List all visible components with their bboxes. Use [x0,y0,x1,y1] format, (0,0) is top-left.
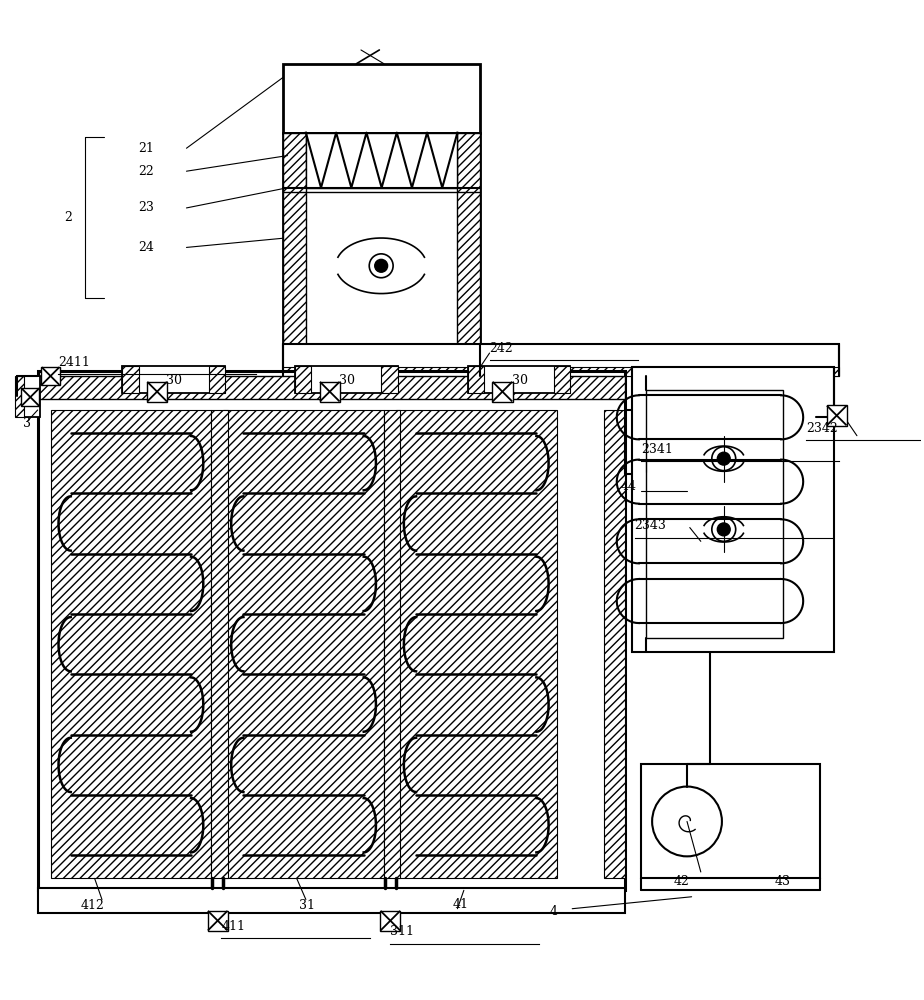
Bar [646,390,784,638]
Bar [42,367,60,385]
Bar [147,382,167,402]
Bar [827,405,846,426]
Bar [295,366,397,393]
Text: 4: 4 [549,905,557,918]
Bar [492,382,513,402]
Circle shape [717,523,730,536]
Bar [632,367,834,652]
Text: 412: 412 [80,899,104,912]
Text: 31: 31 [298,899,314,912]
Bar [320,382,340,402]
Bar [641,764,821,878]
Bar [381,911,400,931]
Bar [38,371,626,890]
Text: 30: 30 [339,374,355,387]
Bar [209,366,225,393]
Bar [51,410,212,878]
Text: 2: 2 [64,211,72,224]
Text: 41: 41 [453,898,468,911]
Circle shape [375,259,387,272]
Text: 2411: 2411 [58,356,90,369]
Bar [21,388,40,406]
Text: 2341: 2341 [641,443,673,456]
Bar [122,366,225,393]
Bar [224,410,384,878]
Bar [295,366,311,393]
Text: 24: 24 [139,241,154,254]
Text: 30: 30 [512,374,528,387]
Text: 2342: 2342 [807,422,838,435]
Text: 2343: 2343 [635,519,666,532]
Text: 23: 23 [139,201,154,214]
Text: 21: 21 [139,142,154,155]
Text: 3: 3 [23,417,31,430]
Bar [212,410,228,878]
Text: 411: 411 [222,920,246,933]
Bar [306,133,457,188]
Bar [283,344,839,376]
Bar [38,888,626,913]
Bar [468,366,570,393]
Bar [122,366,139,393]
Bar [208,911,228,931]
Bar [283,133,306,344]
Bar [283,367,839,376]
Bar [468,366,484,393]
Bar [604,410,625,878]
Bar [382,366,397,393]
Text: 22: 22 [139,165,154,178]
Text: 44: 44 [621,480,637,493]
Bar [15,376,24,417]
Text: 242: 242 [490,342,514,355]
Bar [457,133,480,344]
Text: 30: 30 [166,374,182,387]
Bar [395,410,556,878]
Text: 43: 43 [774,875,790,888]
Bar [283,133,480,344]
Text: 311: 311 [390,925,414,938]
Bar [384,410,400,878]
Circle shape [717,452,730,465]
Bar [38,376,626,399]
Bar [283,64,480,133]
Text: 42: 42 [674,875,689,888]
Bar [17,376,41,417]
Bar [553,366,570,393]
